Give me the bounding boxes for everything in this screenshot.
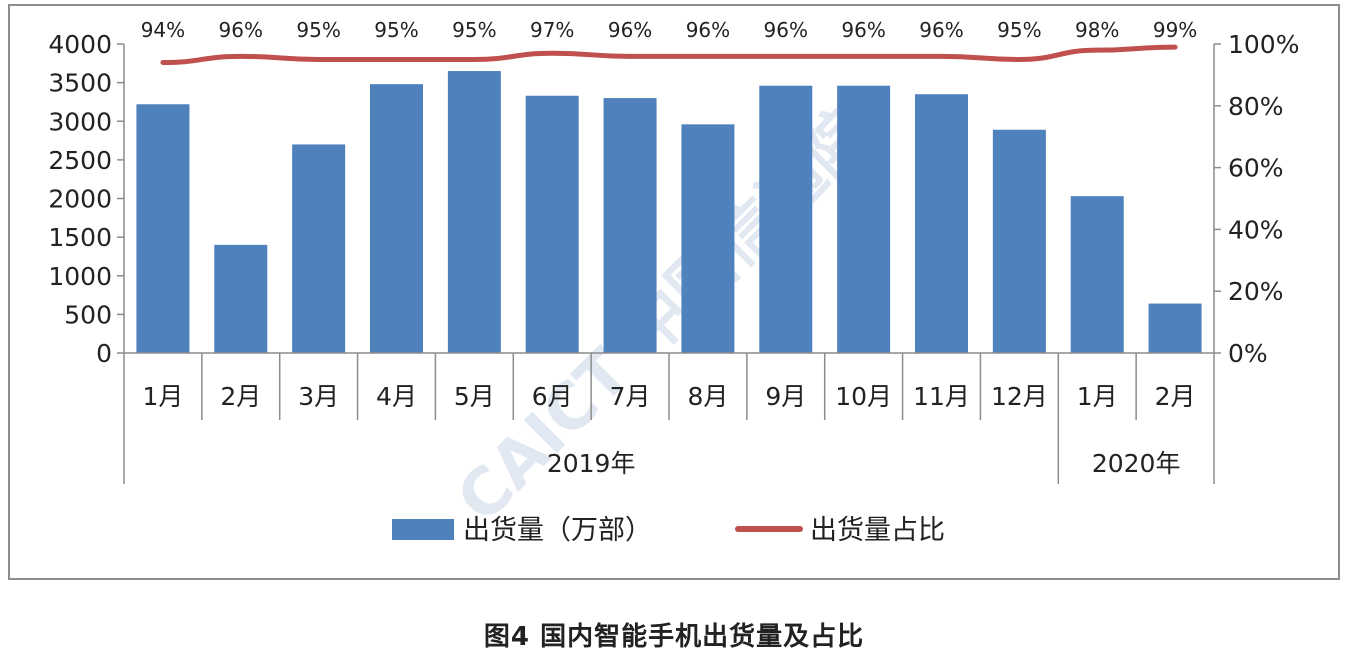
share-data-label: 95% xyxy=(452,18,496,42)
legend-bar-swatch xyxy=(392,519,454,540)
share-data-label: 96% xyxy=(686,18,730,42)
group-label-2: 2020年 xyxy=(1092,449,1181,478)
share-data-label: 96% xyxy=(919,18,963,42)
line-group xyxy=(160,44,1178,66)
bar-9 xyxy=(759,85,813,353)
x-tick-label: 1月 xyxy=(142,382,183,411)
y-right-tick-label: 20% xyxy=(1228,277,1284,306)
x-tick-label: 12月 xyxy=(991,382,1048,411)
labels-group: 94% 96% 95% 95% 95% 97% 96% 96% 96% 96% 96% 95% 98% 9… xyxy=(141,18,1198,42)
y-right-tick-label: 60% xyxy=(1228,154,1284,183)
x-tick-label: 5月 xyxy=(454,382,495,411)
x-tick-label: 2月 xyxy=(220,382,261,411)
share-data-label: 96% xyxy=(219,18,263,42)
x-tick-label: 8月 xyxy=(687,382,728,411)
bar-7 xyxy=(603,98,657,353)
share-data-label: 94% xyxy=(141,18,185,42)
bar-13 xyxy=(1070,196,1124,353)
bar-4 xyxy=(370,84,423,354)
combo-chart: CAICT 中国信通院 0 500 1000 1500 2000 2500 3000 3500… xyxy=(48,18,1299,546)
x-tick-label: 2月 xyxy=(1155,382,1196,411)
y-right-tick-label: 0% xyxy=(1228,339,1268,368)
share-data-label: 95% xyxy=(296,18,340,42)
legend-bar-label: 出货量（万部） xyxy=(463,515,652,546)
legend-line-label: 出货量占比 xyxy=(810,515,945,546)
bar-11 xyxy=(915,94,968,354)
y-left-tick-label: 3000 xyxy=(48,107,112,136)
share-data-label: 95% xyxy=(997,18,1041,42)
share-data-label: 99% xyxy=(1153,18,1197,42)
bar-2 xyxy=(214,244,268,353)
y-left-tick-label: 0 xyxy=(96,339,112,368)
x-tick-label: 6月 xyxy=(532,382,573,411)
x-tick-label: 1月 xyxy=(1077,382,1118,411)
x-tick-label: 3月 xyxy=(298,382,339,411)
share-data-label: 96% xyxy=(764,18,808,42)
y-left-tick-label: 4000 xyxy=(48,30,112,59)
x-tick-label: 7月 xyxy=(610,382,651,411)
bar-14 xyxy=(1148,303,1202,353)
bar-5 xyxy=(447,71,501,353)
bar-10 xyxy=(837,85,891,353)
share-data-label: 97% xyxy=(530,18,574,42)
share-data-label: 95% xyxy=(374,18,418,42)
axes-group: 0 500 1000 1500 2000 2500 3000 3500 4000 0% 20% 40%… xyxy=(48,30,1299,484)
y-right-tick-label: 100% xyxy=(1228,30,1299,59)
watermark: CAICT 中国信通院 xyxy=(443,93,887,537)
y-left-tick-label: 2000 xyxy=(48,185,112,214)
bar-12 xyxy=(992,129,1046,353)
y-left-tick-label: 3500 xyxy=(48,69,112,98)
legend: 出货量（万部） 出货量占比 xyxy=(392,515,945,546)
bars-group xyxy=(136,71,1202,354)
share-data-label: 98% xyxy=(1075,18,1119,42)
y-right-tick-label: 80% xyxy=(1228,92,1284,121)
figure-caption: 图4 国内智能手机出货量及占比 xyxy=(483,622,865,652)
bar-6 xyxy=(525,95,579,353)
x-tick-label: 10月 xyxy=(835,382,892,411)
bar-1 xyxy=(136,104,190,353)
x-tick-label: 9月 xyxy=(765,382,806,411)
x-tick-label: 4月 xyxy=(376,382,417,411)
share-line xyxy=(160,44,1178,66)
bar-8 xyxy=(681,124,735,353)
group-label-1: 2019年 xyxy=(547,449,636,478)
share-data-label: 96% xyxy=(841,18,885,42)
y-left-tick-label: 500 xyxy=(64,300,112,329)
watermark-text: CAICT 中国信通院 xyxy=(443,93,887,537)
y-right-tick-label: 40% xyxy=(1228,215,1284,244)
y-left-tick-label: 2500 xyxy=(48,146,112,175)
bar-3 xyxy=(292,144,346,353)
y-left-tick-label: 1500 xyxy=(48,223,112,252)
y-left-tick-label: 1000 xyxy=(48,262,112,291)
x-tick-label: 11月 xyxy=(913,382,970,411)
share-data-label: 96% xyxy=(608,18,652,42)
